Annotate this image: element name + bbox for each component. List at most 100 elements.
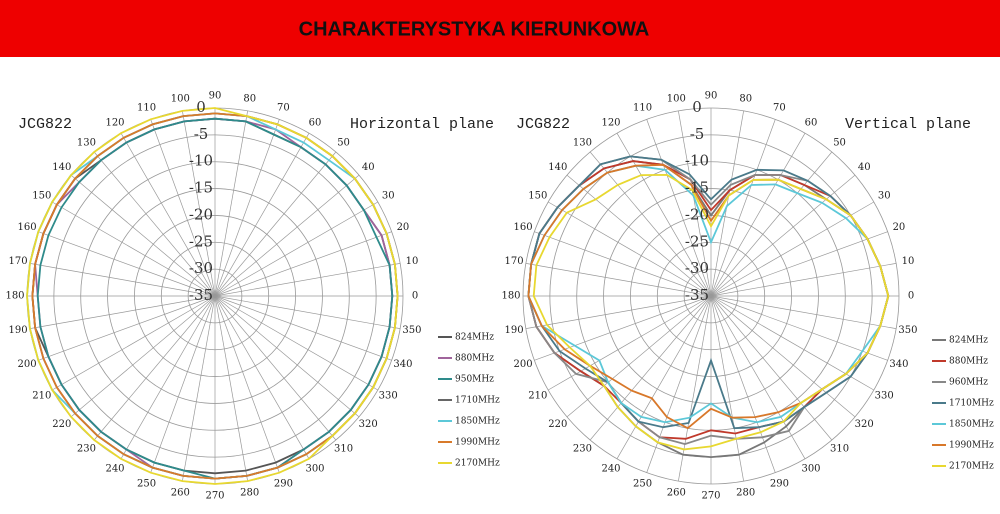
- grid-spoke: [214, 231, 392, 297]
- angle-label: 340: [889, 359, 908, 370]
- r-tick-label: -35: [685, 286, 709, 304]
- series-line: [26, 107, 399, 485]
- r-tick-label: -30: [685, 259, 709, 277]
- angle-label: 320: [359, 419, 378, 430]
- r-tick-label: 0: [692, 98, 702, 116]
- angle-label: 240: [601, 464, 620, 475]
- angle-label: 140: [52, 162, 71, 173]
- grid-spoke: [646, 295, 712, 473]
- legend-label: 960MHz: [949, 378, 988, 388]
- legend-label: 1990MHz: [949, 441, 994, 451]
- grid-spoke: [120, 295, 216, 459]
- angle-label: 40: [362, 162, 375, 173]
- grid-spoke: [214, 151, 337, 297]
- grid-spoke: [646, 119, 712, 297]
- grid-spoke: [214, 110, 248, 297]
- banner-title: CHARAKTERYSTYKA KIERUNKOWA: [299, 18, 650, 40]
- angle-label: 330: [875, 391, 894, 402]
- chart-label: JCG822: [18, 116, 72, 133]
- angle-label: 90: [705, 91, 718, 102]
- angle-label: 40: [858, 162, 871, 173]
- angle-label: 260: [171, 487, 190, 498]
- angle-label: 20: [397, 222, 410, 233]
- angle-label: 10: [406, 256, 419, 267]
- grid-spoke: [710, 133, 806, 297]
- r-tick-label: -5: [194, 125, 209, 143]
- angle-label: 10: [902, 256, 915, 267]
- angle-label: 230: [77, 444, 96, 455]
- r-tick-label: -20: [189, 205, 213, 223]
- grid-spoke: [710, 119, 776, 297]
- grid-spoke: [710, 174, 856, 297]
- angle-label: 200: [514, 359, 533, 370]
- legend-label: 1850MHz: [455, 417, 500, 427]
- series-line: [532, 173, 890, 451]
- grid-spoke: [589, 151, 712, 297]
- angle-label: 320: [855, 419, 874, 430]
- angle-label: 300: [305, 464, 324, 475]
- angle-label: 240: [105, 464, 124, 475]
- grid-spoke: [120, 133, 216, 297]
- grid-spoke: [710, 295, 856, 418]
- angle-label: 250: [633, 478, 652, 489]
- chart-title: Vertical plane: [845, 116, 971, 133]
- grid-spoke: [70, 174, 216, 297]
- angle-label: 150: [32, 191, 51, 202]
- angle-label: 50: [337, 137, 350, 148]
- angle-label: 140: [548, 162, 567, 173]
- angle-label: 130: [77, 137, 96, 148]
- grid-spoke: [29, 295, 216, 329]
- grid-spoke: [214, 295, 248, 482]
- angle-label: 280: [736, 487, 755, 498]
- r-tick-label: -25: [189, 232, 213, 250]
- angle-label: 200: [18, 359, 37, 370]
- r-tick-label: -10: [189, 152, 213, 170]
- legend-label: 824MHz: [949, 336, 988, 346]
- legend-label: 1850MHz: [949, 420, 994, 430]
- grid-spoke: [214, 174, 360, 297]
- grid-spoke: [710, 295, 833, 441]
- angle-label: 30: [878, 191, 891, 202]
- angle-label: 120: [105, 117, 124, 128]
- grid-spoke: [616, 295, 712, 459]
- r-tick-label: -15: [685, 179, 709, 197]
- legend-label: 950MHz: [455, 375, 494, 385]
- angle-label: 150: [528, 191, 547, 202]
- angle-label: 190: [8, 325, 27, 336]
- legend-label: 880MHz: [455, 354, 494, 364]
- angle-label: 330: [379, 391, 398, 402]
- grid-spoke: [214, 263, 401, 297]
- angle-label: 250: [137, 478, 156, 489]
- angle-label: 60: [309, 117, 322, 128]
- angle-label: 190: [504, 325, 523, 336]
- grid-spoke: [548, 201, 712, 297]
- angle-label: 180: [5, 291, 24, 302]
- grid-spoke: [678, 110, 712, 297]
- angle-label: 170: [8, 256, 27, 267]
- legend-label: 1710MHz: [455, 396, 500, 406]
- grid-spoke: [182, 110, 216, 297]
- angle-label: 220: [548, 419, 567, 430]
- grid-spoke: [93, 295, 216, 441]
- grid-spoke: [710, 295, 888, 361]
- angle-label: 270: [701, 491, 720, 502]
- grid-spoke: [150, 295, 216, 473]
- legend-label: 824MHz: [455, 333, 494, 343]
- grid-spoke: [710, 231, 888, 297]
- chart-title: Horizontal plane: [350, 116, 494, 133]
- angle-label: 90: [209, 91, 222, 102]
- angle-label: 100: [667, 94, 686, 105]
- angle-label: 270: [205, 491, 224, 502]
- r-tick-label: -5: [690, 125, 705, 143]
- angle-label: 210: [528, 391, 547, 402]
- r-tick-label: -25: [685, 232, 709, 250]
- r-tick-label: -35: [189, 286, 213, 304]
- angle-label: 50: [833, 137, 846, 148]
- grid-spoke: [182, 295, 216, 482]
- grid-spoke: [525, 295, 712, 329]
- series-line: [36, 117, 394, 480]
- grid-spoke: [150, 119, 216, 297]
- angle-label: 260: [667, 487, 686, 498]
- grid-spoke: [710, 263, 897, 297]
- angle-label: 350: [402, 325, 421, 336]
